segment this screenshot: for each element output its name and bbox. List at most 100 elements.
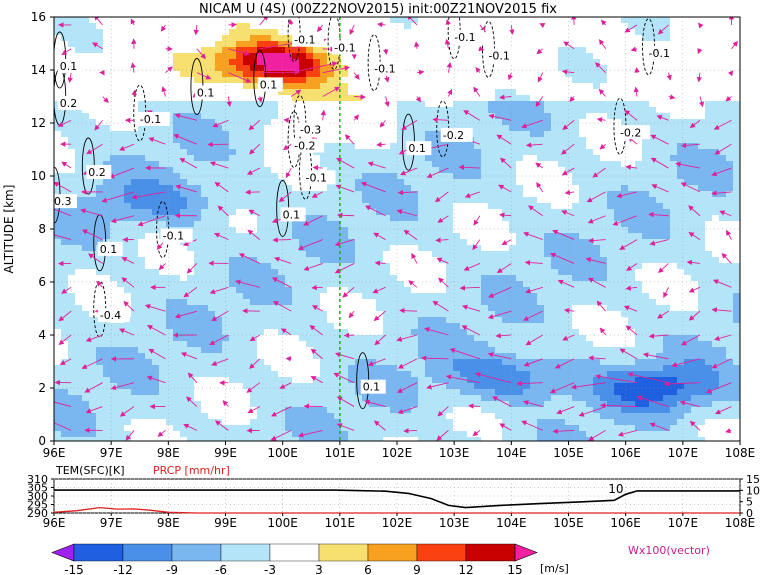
shading-cell	[173, 35, 181, 42]
shading-cell	[229, 29, 237, 36]
shading-cell	[418, 395, 426, 402]
shading-cell	[453, 173, 461, 180]
shading-cell	[516, 197, 524, 204]
shading-cell	[236, 107, 244, 114]
shading-cell	[292, 281, 300, 288]
shading-cell	[243, 275, 251, 282]
shading-cell	[355, 71, 363, 78]
shading-cell	[516, 245, 524, 252]
shading-cell	[152, 143, 160, 150]
shading-cell	[250, 173, 258, 180]
shading-cell	[362, 113, 370, 120]
shading-cell	[159, 143, 167, 150]
shading-cell	[229, 413, 237, 420]
shading-cell	[481, 269, 489, 276]
shading-cell	[257, 65, 265, 72]
shading-cell	[362, 161, 370, 168]
shading-cell	[89, 197, 97, 204]
shading-cell	[117, 95, 125, 102]
shading-cell	[537, 251, 545, 258]
shading-cell	[404, 251, 412, 258]
shading-cell	[68, 383, 76, 390]
shading-cell	[530, 143, 538, 150]
shading-cell	[159, 155, 167, 162]
shading-cell	[348, 227, 356, 234]
shading-cell	[467, 269, 475, 276]
shading-cell	[488, 167, 496, 174]
shading-cell	[194, 305, 202, 312]
shading-cell	[320, 71, 328, 78]
shading-cell	[159, 59, 167, 66]
shading-cell	[516, 167, 524, 174]
shading-cell	[390, 155, 398, 162]
shading-cell	[411, 359, 419, 366]
shading-cell	[187, 401, 195, 408]
shading-cell	[159, 191, 167, 198]
shading-cell	[376, 173, 384, 180]
shading-cell	[75, 149, 83, 156]
shading-cell	[509, 269, 517, 276]
shading-cell	[544, 89, 552, 96]
shading-cell	[89, 353, 97, 360]
shading-cell	[236, 83, 244, 90]
shading-cell	[348, 119, 356, 126]
shading-cell	[537, 389, 545, 396]
shading-cell	[474, 71, 482, 78]
shading-cell	[264, 269, 272, 276]
shading-cell	[145, 23, 153, 30]
shading-cell	[383, 365, 391, 372]
shading-cell	[397, 119, 405, 126]
shading-cell	[166, 23, 174, 30]
shading-cell	[278, 137, 286, 144]
shading-cell	[194, 59, 202, 66]
shading-cell	[523, 119, 531, 126]
shading-cell	[117, 77, 125, 84]
shading-cell	[215, 119, 223, 126]
shading-cell	[152, 155, 160, 162]
shading-cell	[432, 359, 440, 366]
shading-cell	[222, 377, 230, 384]
shading-cell	[439, 95, 447, 102]
shading-cell	[530, 419, 538, 426]
shading-cell	[201, 299, 209, 306]
shading-cell	[348, 371, 356, 378]
shading-cell	[54, 209, 62, 216]
shading-cell	[285, 347, 293, 354]
shading-cell	[348, 323, 356, 330]
shading-cell	[404, 59, 412, 66]
shading-cell	[75, 341, 83, 348]
shading-cell	[481, 425, 489, 432]
shading-cell	[306, 371, 314, 378]
shading-cell	[439, 59, 447, 66]
shading-cell	[152, 59, 160, 66]
shading-cell	[201, 275, 209, 282]
shading-cell	[432, 275, 440, 282]
shading-cell	[411, 107, 419, 114]
shading-cell	[376, 83, 384, 90]
shading-cell	[89, 431, 97, 438]
shading-cell	[194, 119, 202, 126]
shading-cell	[229, 155, 237, 162]
shading-cell	[208, 407, 216, 414]
shading-cell	[306, 185, 314, 192]
shading-cell	[439, 305, 447, 312]
shading-cell	[425, 287, 433, 294]
shading-cell	[75, 203, 83, 210]
shading-cell	[264, 341, 272, 348]
shading-cell	[488, 305, 496, 312]
shading-cell	[369, 317, 377, 324]
shading-cell	[341, 413, 349, 420]
shading-cell	[278, 377, 286, 384]
shading-cell	[257, 341, 265, 348]
shading-cell	[180, 95, 188, 102]
shading-cell	[502, 185, 510, 192]
shading-cell	[425, 185, 433, 192]
shading-cell	[110, 131, 118, 138]
shading-cell	[383, 251, 391, 258]
shading-cell	[278, 149, 286, 156]
shading-cell	[411, 215, 419, 222]
shading-cell	[110, 107, 118, 114]
shading-cell	[159, 419, 167, 426]
shading-cell	[194, 137, 202, 144]
shading-cell	[439, 101, 447, 108]
